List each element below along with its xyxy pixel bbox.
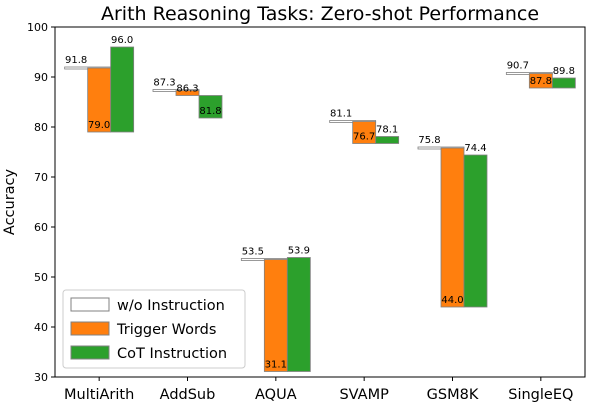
value-label-trigger-words: 86.3 [176, 84, 198, 95]
value-label-trigger-words: 44.0 [441, 295, 463, 306]
value-label-trigger-words: 31.1 [265, 360, 287, 371]
y-tick-label: 40 [34, 321, 48, 334]
bar-cot-instruction [110, 46, 135, 133]
y-tick-label: 80 [34, 121, 48, 134]
legend-swatch-without-instruction [70, 297, 110, 312]
bar-cot-instruction [286, 257, 311, 372]
bar-cot-instruction [375, 136, 400, 144]
value-label-trigger-words: 76.7 [353, 132, 375, 143]
bar-trigger-words [440, 147, 465, 308]
value-label-cot-instruction: 78.1 [376, 125, 398, 136]
y-tick-label: 30 [34, 371, 48, 384]
bar-trigger-words [352, 121, 377, 144]
x-tick-label: AQUA [255, 387, 297, 403]
legend: w/o Instruction Trigger Words CoT Instru… [62, 289, 246, 369]
y-tick-label: 90 [34, 71, 48, 84]
chart-title: Arith Reasoning Tasks: Zero-shot Perform… [101, 3, 539, 25]
value-label-without-instruction: 53.5 [242, 247, 264, 258]
plot-frame [54, 26, 586, 378]
bar-trigger-words [263, 259, 288, 372]
legend-label-cot-instruction: CoT Instruction [117, 346, 227, 362]
bar-trigger-words [175, 90, 200, 96]
y-tick-label: 60 [34, 221, 48, 234]
y-axis-label: Accuracy [2, 168, 18, 235]
value-label-trigger-words: 87.8 [530, 76, 552, 87]
bar-cot-instruction [198, 95, 223, 119]
x-tick-label: MultiArith [64, 387, 134, 403]
y-tick-label: 70 [34, 171, 48, 184]
value-label-cot-instruction: 96.0 [111, 35, 133, 46]
value-label-cot-instruction: 74.4 [464, 143, 486, 154]
bar-cot-instruction [551, 77, 576, 89]
legend-swatch-cot-instruction [70, 345, 110, 360]
value-label-without-instruction: 75.8 [418, 135, 440, 146]
y-tick-label: 100 [27, 21, 48, 34]
legend-label-without-instruction: w/o Instruction [117, 298, 225, 314]
value-label-without-instruction: 81.1 [330, 109, 352, 120]
x-tick-label: AddSub [160, 387, 216, 403]
bar-cot-instruction [463, 154, 488, 308]
plot-area: 30 40 50 60 70 80 90 100 MultiArith 91.8 79.0 96.0 A… [27, 21, 586, 403]
value-label-without-instruction: 90.7 [507, 61, 529, 72]
value-label-cot-instruction: 53.9 [288, 246, 310, 257]
value-label-trigger-words: 79.0 [88, 120, 110, 131]
legend-swatch-trigger-words [70, 321, 110, 336]
x-tick-label: SingleEQ [508, 387, 573, 403]
legend-label-trigger-words: Trigger Words [116, 322, 216, 338]
x-tick-label: GSM8K [427, 387, 479, 403]
value-label-cot-instruction: 81.8 [199, 106, 221, 117]
value-label-cot-instruction: 89.8 [553, 66, 575, 77]
value-label-without-instruction: 87.3 [153, 78, 175, 89]
value-label-without-instruction: 91.8 [65, 55, 87, 66]
x-tick-label: SVAMP [339, 387, 389, 403]
y-tick-label: 50 [34, 271, 48, 284]
